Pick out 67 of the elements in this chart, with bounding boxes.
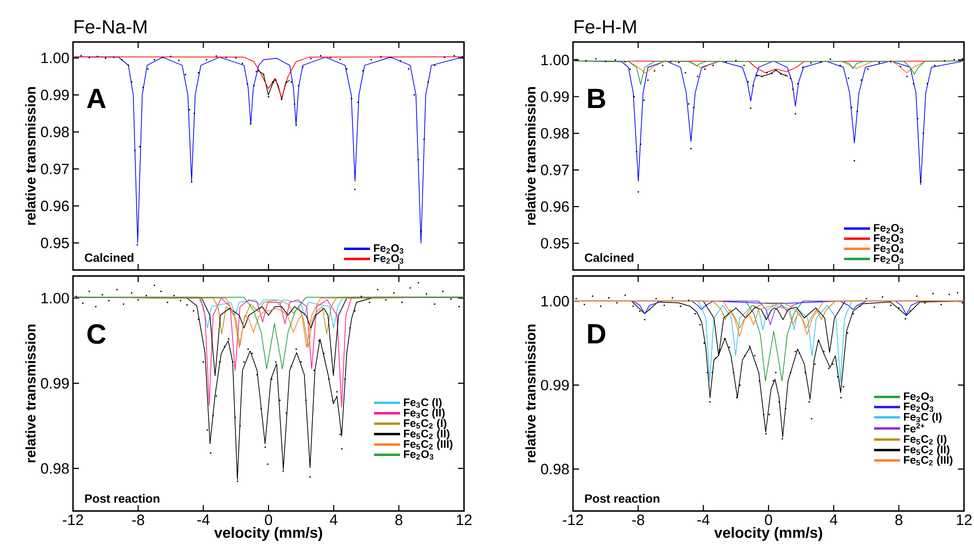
legend-label: Fe$_{2}$O$_{3}$ — [874, 224, 904, 234]
y-tick-label: 0.95 — [540, 238, 569, 249]
annotation: A — [86, 88, 106, 108]
legend-label: Fe$_{5}$C$_{2}$ (II) — [904, 445, 950, 456]
y-tick-label: 0.98 — [40, 463, 69, 474]
legend-label: Fe$_{2}$O$_{3}$ — [374, 254, 404, 264]
legend-label: Fe$_{5}$C$_{2}$ (III) — [404, 440, 452, 450]
annotation: Calcined — [84, 253, 134, 262]
legend-label: Fe$_{3}$C (I) — [904, 412, 942, 423]
legend-label: Fe$_{5}$C$_{2}$ (III) — [904, 456, 952, 466]
y-tick-label: 0.99 — [40, 378, 69, 389]
y-axis-title: relative transmission — [25, 324, 36, 462]
y-axis-title: relative transmission — [525, 324, 536, 462]
y-tick-label: 0.97 — [540, 164, 569, 176]
annotation: Post reaction — [85, 494, 160, 503]
x-tick-label: -4 — [197, 514, 210, 525]
legend-label: Fe$_{2}$O$_{3}$ — [404, 450, 434, 460]
annotation: Calcined — [584, 253, 634, 262]
legend-label: Fe$_{2}$O$_{3}$ — [374, 244, 404, 254]
x-tick-label: -8 — [132, 514, 144, 526]
x-tick-label: 8 — [395, 514, 402, 526]
x-tick-label: 4 — [830, 514, 838, 525]
x-tick-label: 12 — [956, 514, 972, 525]
y-tick-label: 0.98 — [40, 126, 69, 138]
legend-label: Fe$_{5}$C$_{2}$ (I) — [404, 418, 446, 430]
x-tick-label: -4 — [697, 514, 710, 525]
y-tick-label: 0.98 — [540, 128, 569, 139]
y-tick-label: 0.95 — [40, 238, 69, 248]
y-tick-label: 1.00 — [42, 52, 69, 64]
y-axis-title: relative transmission — [25, 87, 36, 225]
legend-label: Fe$_{5}$C$_{2}$ (II) — [404, 429, 450, 440]
x-tick-label: 12 — [456, 514, 472, 525]
y-tick-label: 1.00 — [42, 292, 69, 304]
x-axis-title: velocity (mm/s) — [714, 526, 822, 541]
legend-label: Fe$_{3}$O$_{4}$ — [874, 244, 904, 254]
chart-title: Fe-H-M — [574, 20, 636, 34]
legend-label: Fe$_{5}$C$_{2}$ (I) — [904, 434, 946, 446]
annotation: C — [87, 324, 106, 344]
chart-title: Fe-Na-M — [74, 20, 146, 34]
y-tick-label: 0.99 — [40, 90, 69, 100]
legend-label: Fe$_{2}$O$_{3}$ — [904, 392, 934, 402]
x-tick-label: -8 — [632, 514, 644, 526]
x-tick-label: 4 — [330, 514, 338, 525]
x-tick-label: -12 — [62, 514, 84, 525]
y-tick-label: 0.99 — [540, 91, 569, 102]
annotation: D — [588, 324, 606, 344]
x-tick-label: 0 — [264, 514, 272, 526]
y-tick-label: 0.98 — [540, 464, 569, 474]
legend-label: Fe$^{2+}$ — [904, 423, 924, 432]
legend-label: Fe$_{2}$O$_{3}$ — [874, 254, 904, 264]
y-axis-title: relative transmission — [525, 87, 536, 225]
y-tick-label: 0.99 — [540, 380, 569, 390]
y-tick-label: 0.96 — [540, 201, 569, 212]
y-tick-label: 0.96 — [40, 200, 69, 212]
x-tick-label: -12 — [562, 514, 584, 525]
y-tick-label: 0.97 — [40, 164, 69, 174]
y-tick-label: 1.00 — [542, 296, 569, 306]
legend-label: Fe$_{3}$C (II) — [404, 408, 445, 419]
legend-label: Fe$_{3}$C (I) — [404, 398, 442, 408]
x-tick-label: 8 — [895, 514, 902, 526]
legend-label: Fe$_{2}$O$_{3}$ — [874, 234, 904, 244]
x-axis-title: velocity (mm/s) — [214, 526, 322, 541]
annotation: B — [588, 88, 606, 108]
x-tick-label: 0 — [764, 514, 772, 526]
annotation: Post reaction — [585, 494, 660, 503]
y-tick-label: 1.00 — [542, 54, 569, 66]
legend-label: Fe$_{2}$O$_{3}$ — [904, 402, 934, 412]
